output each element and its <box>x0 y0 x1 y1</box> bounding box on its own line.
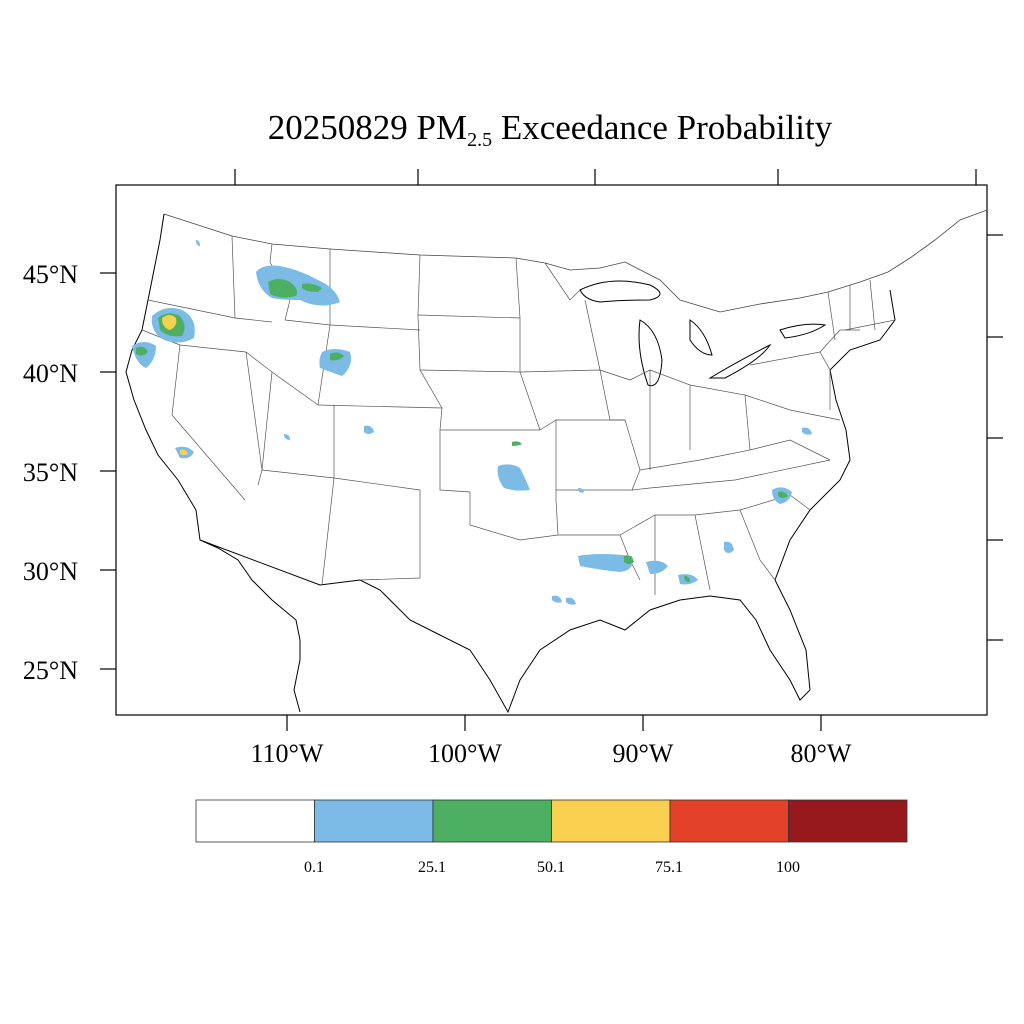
lat-label-45: 45°N <box>23 260 78 289</box>
intl-border <box>163 209 987 313</box>
lon-label-80: 80°W <box>791 739 852 768</box>
lake-superior <box>579 280 661 303</box>
area-ncal-green <box>136 346 148 356</box>
colorbar-swatch <box>195 799 315 843</box>
area-virginia-blue <box>802 427 812 435</box>
title-pollutant: PM2.5 <box>416 108 493 151</box>
area-georgia-blue <box>724 541 734 553</box>
lon-label-100: 100°W <box>428 739 502 768</box>
area-colorado-blue <box>364 425 374 434</box>
area-wa-blue <box>196 240 200 246</box>
lon-label-110: 110°W <box>251 739 324 768</box>
area-utah-blue <box>284 434 290 440</box>
area-montana-green <box>302 283 322 292</box>
area-kansas-green <box>512 441 522 446</box>
lake-ontario <box>779 323 827 339</box>
area-mississippi-blue <box>578 554 633 572</box>
frame-ticks <box>100 169 1003 731</box>
colorbar-swatch <box>314 799 434 843</box>
area-panhandle-green <box>684 576 690 582</box>
lat-labels: 45°N 40°N 35°N 30°N 25°N <box>23 260 78 685</box>
lat-label-35: 35°N <box>23 458 78 487</box>
area-mississippi-green <box>624 555 634 564</box>
area-oklahoma-blue <box>497 464 530 491</box>
colorbar-swatch <box>551 799 671 843</box>
map-title: 20250829 PM2.5 Exceedance Probability <box>0 108 1024 152</box>
lake-erie <box>708 343 772 379</box>
colorbar-label: 25.1 <box>418 859 446 876</box>
colorbar-label: 0.1 <box>304 859 324 876</box>
colorbar-label: 75.1 <box>655 859 683 876</box>
area-wyoming-green <box>330 352 344 361</box>
area-arkansas-blue <box>578 488 584 493</box>
area-alabama-blue <box>646 560 668 574</box>
colorbar-swatch <box>432 799 552 843</box>
area-idaho-montana-green <box>268 279 298 298</box>
lon-label-90: 90°W <box>613 739 674 768</box>
area-scarolina-green <box>778 491 788 498</box>
title-date: 20250829 <box>267 108 408 147</box>
colorbar-label: 50.1 <box>537 859 565 876</box>
lake-michigan <box>638 319 663 387</box>
area-oregon-yellow <box>162 315 177 330</box>
lake-huron <box>689 319 713 356</box>
lat-label-25: 25°N <box>23 656 78 685</box>
probability-areas <box>132 240 812 605</box>
title-suffix: Exceedance Probability <box>500 108 833 147</box>
lat-label-30: 30°N <box>23 557 78 586</box>
lon-labels: 110°W 100°W 90°W 80°W <box>251 739 852 768</box>
colorbar-labels: 0.1 25.1 50.1 75.1 100 <box>304 859 800 876</box>
colorbar-swatch <box>669 799 789 843</box>
state-borders <box>141 235 896 595</box>
area-louisiana-blue <box>552 595 562 603</box>
colorbar-swatch <box>788 799 908 843</box>
area-louisiana-blue-2 <box>566 597 576 605</box>
area-ccal-yellow <box>180 449 188 455</box>
colorbar <box>195 799 908 843</box>
coastline <box>125 213 896 714</box>
lat-label-40: 40°N <box>23 359 78 388</box>
colorbar-label: 100 <box>776 859 800 876</box>
